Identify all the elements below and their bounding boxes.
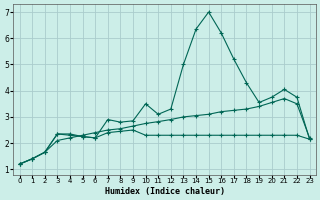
X-axis label: Humidex (Indice chaleur): Humidex (Indice chaleur) (105, 187, 225, 196)
